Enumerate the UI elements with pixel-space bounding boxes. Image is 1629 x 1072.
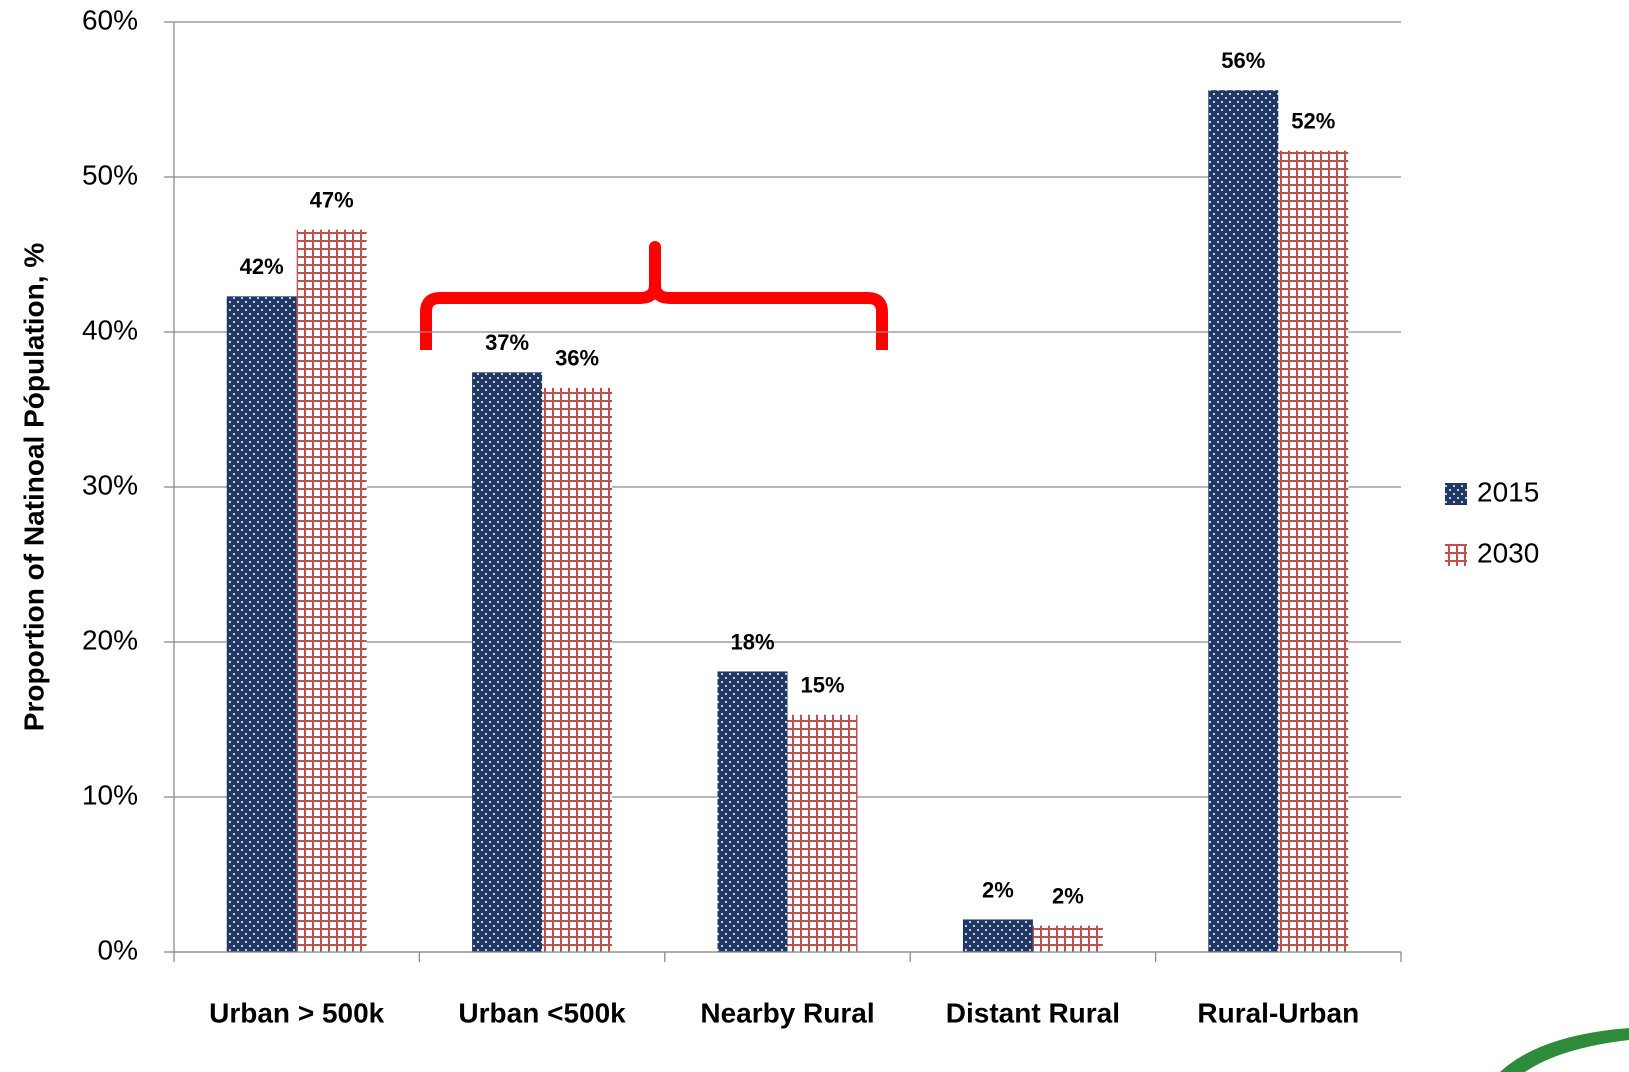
value-label: 36% (555, 346, 599, 371)
bar (1278, 150, 1349, 952)
x-tick-label: Nearby Rural (700, 997, 874, 1028)
bar (542, 387, 613, 952)
value-label: 2% (1052, 883, 1084, 908)
bar (1032, 925, 1103, 952)
y-tick-label: 40% (82, 314, 138, 345)
bar (787, 714, 858, 952)
value-label: 15% (800, 673, 844, 698)
y-tick-label: 50% (82, 159, 138, 190)
value-label: 52% (1291, 108, 1335, 133)
x-tick-label: Urban <500k (458, 997, 626, 1028)
value-label: 42% (240, 254, 284, 279)
y-tick-label: 10% (82, 779, 138, 810)
x-tick-label: Rural-Urban (1197, 997, 1359, 1028)
value-label: 47% (310, 188, 354, 213)
x-tick-label: Urban > 500k (209, 997, 385, 1028)
bar (962, 919, 1033, 952)
bar (472, 372, 543, 952)
x-tick-label: Distant Rural (946, 997, 1120, 1028)
bar (717, 671, 788, 952)
y-tick-label: 20% (82, 624, 138, 655)
brace-annotation (420, 241, 888, 350)
logo (1500, 1028, 1629, 1072)
bar (226, 296, 297, 953)
y-tick-label: 0% (98, 934, 138, 965)
value-label: 2% (982, 877, 1014, 902)
bar (1208, 90, 1279, 952)
y-tick-label: 30% (82, 469, 138, 500)
y-axis-label: Proportion of Natinoal Pópulation, % (18, 243, 49, 732)
legend-swatch (1445, 544, 1467, 566)
value-label: 37% (485, 330, 529, 355)
value-label: 56% (1221, 48, 1265, 73)
legend-label: 2030 (1477, 537, 1539, 568)
y-tick-label: 60% (82, 4, 138, 35)
legend-label: 2015 (1477, 476, 1539, 507)
legend-swatch (1445, 483, 1467, 505)
value-label: 18% (730, 629, 774, 654)
bar (296, 229, 367, 952)
